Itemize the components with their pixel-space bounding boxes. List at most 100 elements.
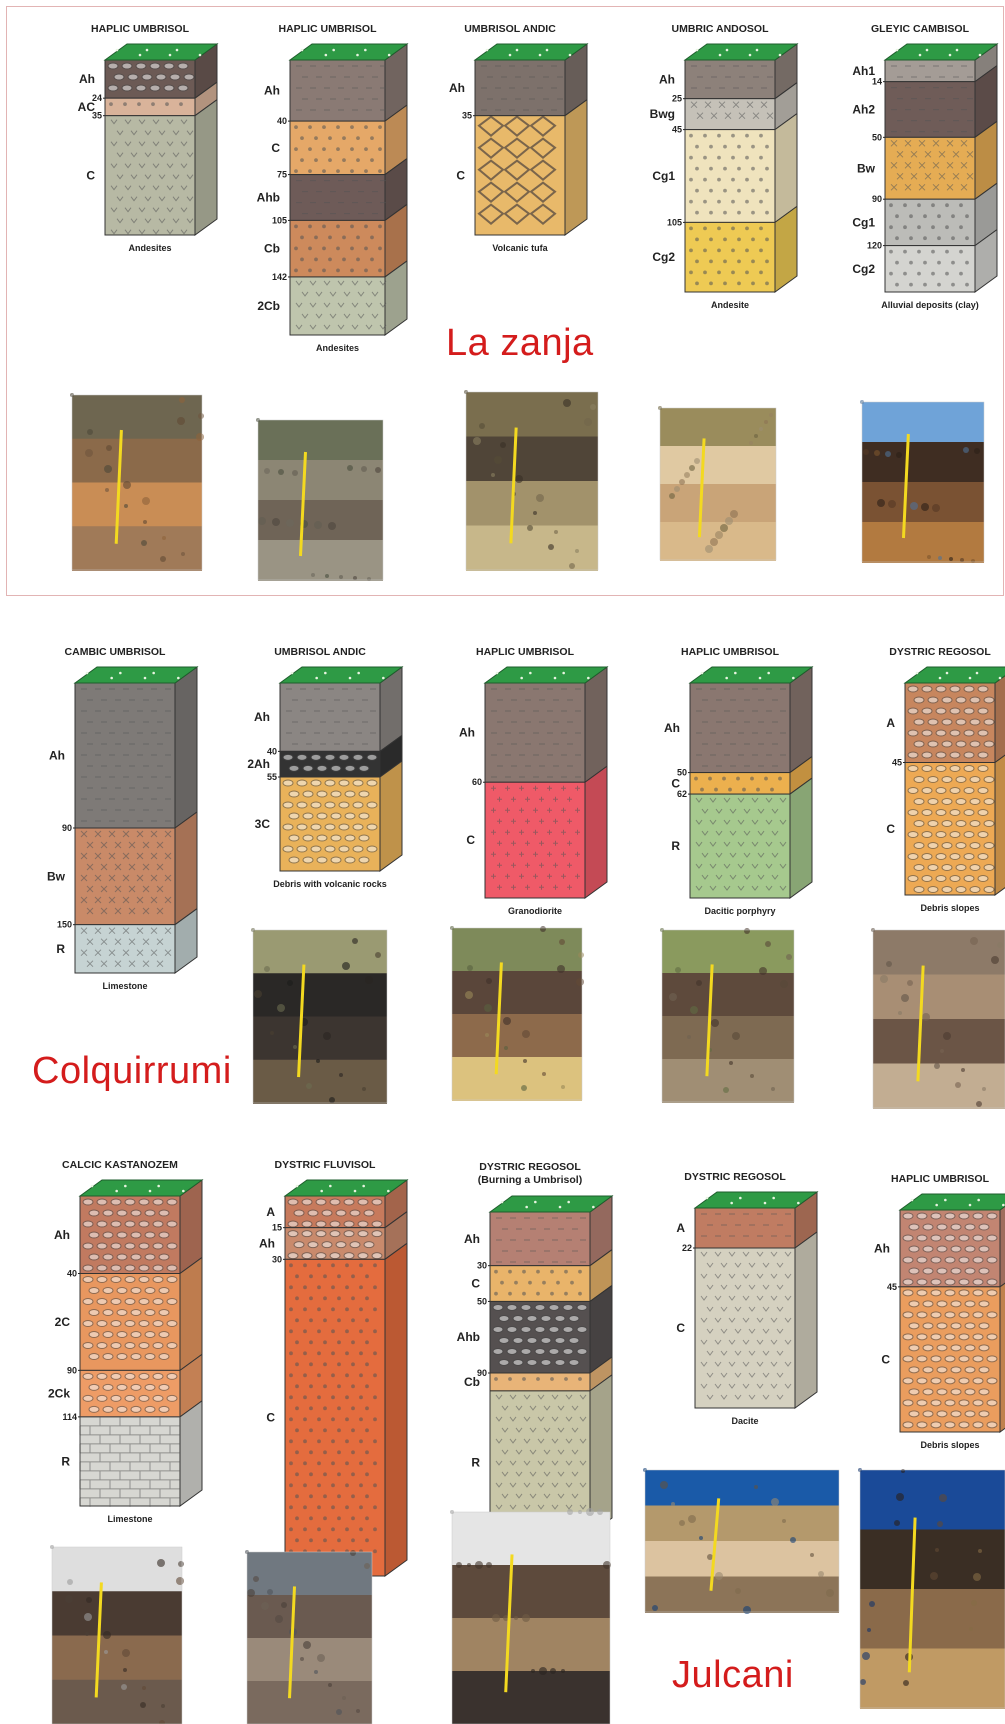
photo-band	[452, 1671, 610, 1724]
photo-band	[662, 973, 794, 1017]
photo-texture	[258, 517, 266, 525]
photo-texture	[711, 1019, 719, 1027]
grass-speck	[725, 48, 729, 52]
photo-texture	[679, 1520, 685, 1526]
grass-surface	[488, 1195, 614, 1213]
photo-texture	[687, 1035, 691, 1039]
horizon-pattern	[691, 65, 773, 89]
horizon-pattern	[282, 753, 378, 772]
horizon-pattern	[902, 1212, 998, 1286]
photo-texture	[690, 1006, 698, 1014]
depth-label: 24	[92, 93, 102, 103]
photo-texture	[735, 1588, 741, 1594]
horizon-ah	[74, 666, 198, 829]
photo-band	[72, 482, 202, 528]
photo-band	[247, 1595, 372, 1639]
photo-texture	[353, 576, 357, 580]
parent-material: Andesites	[316, 343, 359, 353]
photo-texture	[306, 1083, 312, 1089]
photo-texture	[997, 942, 1003, 948]
photo-texture	[540, 926, 546, 932]
photo-band	[662, 1059, 794, 1103]
horizon-pattern	[689, 226, 769, 286]
photo-texture	[523, 1059, 527, 1063]
horizon-pattern	[477, 115, 557, 225]
grass-speck	[515, 48, 519, 52]
horizon-side-face	[379, 760, 403, 872]
grass-speck	[362, 1184, 365, 1188]
horizon-pattern	[282, 779, 378, 864]
horizon-pattern	[491, 785, 580, 890]
horizon-ah	[489, 1195, 613, 1267]
horizon-cg1	[884, 182, 998, 247]
photo-texture	[810, 1553, 814, 1557]
photo-band	[452, 1512, 610, 1566]
photo-texture	[122, 1649, 130, 1657]
horizon-pattern	[80, 830, 172, 915]
profile-title: CAMBIC UMBRISOL	[65, 646, 166, 658]
horizon-front-face	[884, 198, 976, 247]
photo-texture	[267, 1589, 273, 1595]
grass-speck	[525, 1205, 528, 1209]
horizon-front-face	[489, 1211, 591, 1267]
photo-texture	[361, 466, 367, 472]
field-photo	[871, 928, 1005, 1109]
photo-band	[247, 1681, 372, 1724]
grass-speck	[918, 53, 922, 57]
photo-texture	[316, 1059, 320, 1063]
photo-texture	[375, 952, 381, 958]
photo-texture	[522, 1030, 530, 1038]
region-label-la-zanja: La zanja	[446, 322, 594, 364]
photo-texture	[486, 978, 492, 984]
photo-texture	[934, 1063, 940, 1069]
depth-label: 25	[672, 94, 682, 104]
field-photo	[450, 1508, 611, 1724]
photo-band	[860, 1648, 1005, 1709]
photo-texture	[707, 1554, 713, 1560]
horizon-ahb	[289, 157, 408, 222]
grass-speck	[945, 671, 949, 675]
horizon-side-face	[794, 1231, 818, 1409]
grass-surface	[73, 666, 199, 684]
photo-texture	[293, 1045, 297, 1049]
horizon-side-face	[589, 1373, 613, 1535]
photo-texture	[765, 941, 771, 947]
horizon-pattern	[287, 1198, 383, 1228]
photo-border	[659, 407, 777, 561]
photo-border	[71, 394, 203, 571]
grass-speck	[138, 53, 142, 57]
photo-band	[452, 928, 582, 972]
horizon-c	[489, 1248, 613, 1303]
horizon-label: 2Ck	[48, 1387, 70, 1401]
horizon-label: Ah	[874, 1241, 890, 1255]
grass-surface	[683, 43, 799, 61]
photo-band	[660, 408, 776, 447]
photo-texture	[123, 481, 131, 489]
grass-speck	[730, 1201, 733, 1205]
grass-speck	[567, 1200, 570, 1204]
parent-material: Andesite	[711, 300, 749, 310]
horizon-label: Cg2	[652, 250, 675, 264]
photo-texture	[754, 434, 758, 438]
photo-band	[253, 930, 387, 975]
photo-texture	[177, 417, 185, 425]
horizon-bwg	[684, 81, 798, 131]
grass-speck	[553, 676, 557, 680]
horizon-ah2	[884, 64, 998, 139]
horizon-pattern	[496, 1217, 586, 1263]
photo-band	[52, 1635, 182, 1681]
photo-texture	[669, 493, 675, 499]
photo-texture	[533, 511, 537, 515]
photo-texture	[491, 473, 495, 477]
horizon-pattern	[287, 1230, 383, 1260]
photo-texture	[554, 530, 558, 534]
grass-speck	[998, 676, 1002, 680]
horizon-c	[104, 98, 218, 236]
photo-texture	[699, 1536, 703, 1540]
photo-texture	[561, 1085, 565, 1089]
photo-band	[873, 1063, 1005, 1109]
photo-texture	[960, 558, 964, 562]
